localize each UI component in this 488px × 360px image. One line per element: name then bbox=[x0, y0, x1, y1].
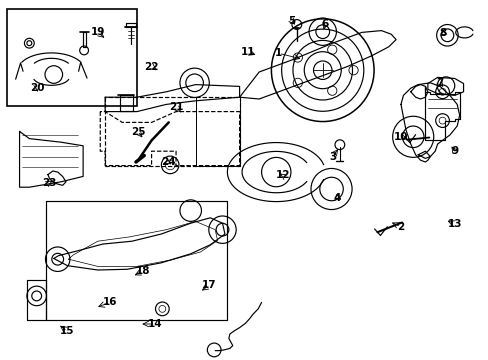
Text: 7: 7 bbox=[435, 78, 443, 88]
Text: 16: 16 bbox=[102, 297, 117, 307]
Text: 25: 25 bbox=[131, 127, 145, 138]
Text: 5: 5 bbox=[288, 16, 295, 26]
Text: 13: 13 bbox=[447, 219, 461, 229]
Text: 22: 22 bbox=[144, 62, 159, 72]
Text: 18: 18 bbox=[135, 266, 150, 276]
Text: 8: 8 bbox=[439, 28, 446, 38]
Text: 15: 15 bbox=[60, 326, 75, 336]
Text: 9: 9 bbox=[450, 146, 457, 156]
Text: 12: 12 bbox=[275, 170, 289, 180]
Text: 1: 1 bbox=[275, 48, 282, 58]
Text: 4: 4 bbox=[333, 193, 341, 203]
Text: 24: 24 bbox=[161, 157, 175, 167]
Text: 2: 2 bbox=[397, 222, 404, 232]
Text: 11: 11 bbox=[241, 47, 255, 57]
Text: 6: 6 bbox=[321, 19, 328, 30]
Text: 3: 3 bbox=[328, 152, 335, 162]
Text: 10: 10 bbox=[393, 132, 407, 142]
Text: 17: 17 bbox=[202, 280, 216, 290]
Text: 20: 20 bbox=[30, 83, 44, 93]
Text: 19: 19 bbox=[90, 27, 105, 37]
Text: 21: 21 bbox=[168, 102, 183, 112]
Text: 14: 14 bbox=[148, 319, 163, 329]
Bar bbox=[7, 9, 137, 106]
Text: 23: 23 bbox=[41, 178, 56, 188]
